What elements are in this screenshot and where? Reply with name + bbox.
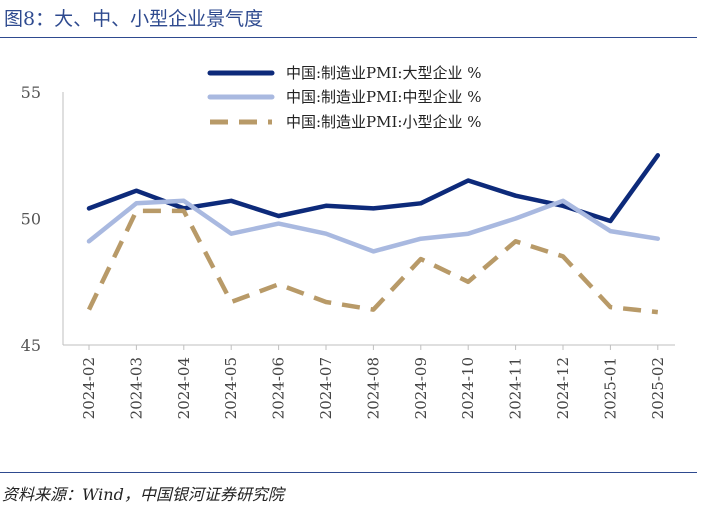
x-tick-label: 2024-10 bbox=[459, 357, 477, 419]
x-tick-label: 2024-07 bbox=[317, 357, 335, 419]
x-tick-label: 2025-01 bbox=[601, 357, 619, 419]
x-tick-label: 2024-04 bbox=[175, 357, 193, 419]
axes: 45 50 55 2024-02 2024-03 2024-04 2024-05 2024-0… bbox=[21, 83, 675, 419]
figure-title: 图8：大、中、小型企业景气度 bbox=[4, 8, 264, 30]
y-tick-label: 50 bbox=[21, 210, 41, 229]
series-line-1 bbox=[86, 198, 661, 254]
bottom-rule bbox=[0, 472, 697, 473]
legend-label-1: 中国:制造业PMI:中型企业 % bbox=[286, 88, 482, 106]
series-line-0 bbox=[86, 153, 661, 224]
x-tick-label: 2024-02 bbox=[80, 357, 98, 419]
series-lines bbox=[86, 153, 661, 315]
y-tick-label: 45 bbox=[21, 336, 41, 355]
source-note: 资料来源：Wind，中国银河证券研究院 bbox=[2, 485, 284, 504]
x-tick-label: 2024-12 bbox=[554, 357, 572, 419]
x-tick-label: 2024-06 bbox=[270, 357, 288, 419]
x-tick-label: 2025-02 bbox=[649, 357, 667, 419]
x-tick-label: 2024-11 bbox=[507, 357, 525, 419]
x-tick-label: 2024-05 bbox=[222, 357, 240, 419]
x-tick-label: 2024-09 bbox=[412, 357, 430, 419]
legend: 中国:制造业PMI:大型企业 % 中国:制造业PMI:中型企业 % 中国:制造业PM… bbox=[207, 64, 482, 131]
y-tick-label: 55 bbox=[21, 83, 41, 102]
legend-label-0: 中国:制造业PMI:大型企业 % bbox=[286, 64, 482, 82]
x-tick-label: 2024-03 bbox=[127, 357, 145, 419]
legend-label-2: 中国:制造业PMI:小型企业 % bbox=[286, 113, 482, 131]
series-line-2 bbox=[86, 208, 659, 315]
top-rule bbox=[0, 37, 697, 38]
x-tick-label: 2024-08 bbox=[364, 357, 382, 419]
